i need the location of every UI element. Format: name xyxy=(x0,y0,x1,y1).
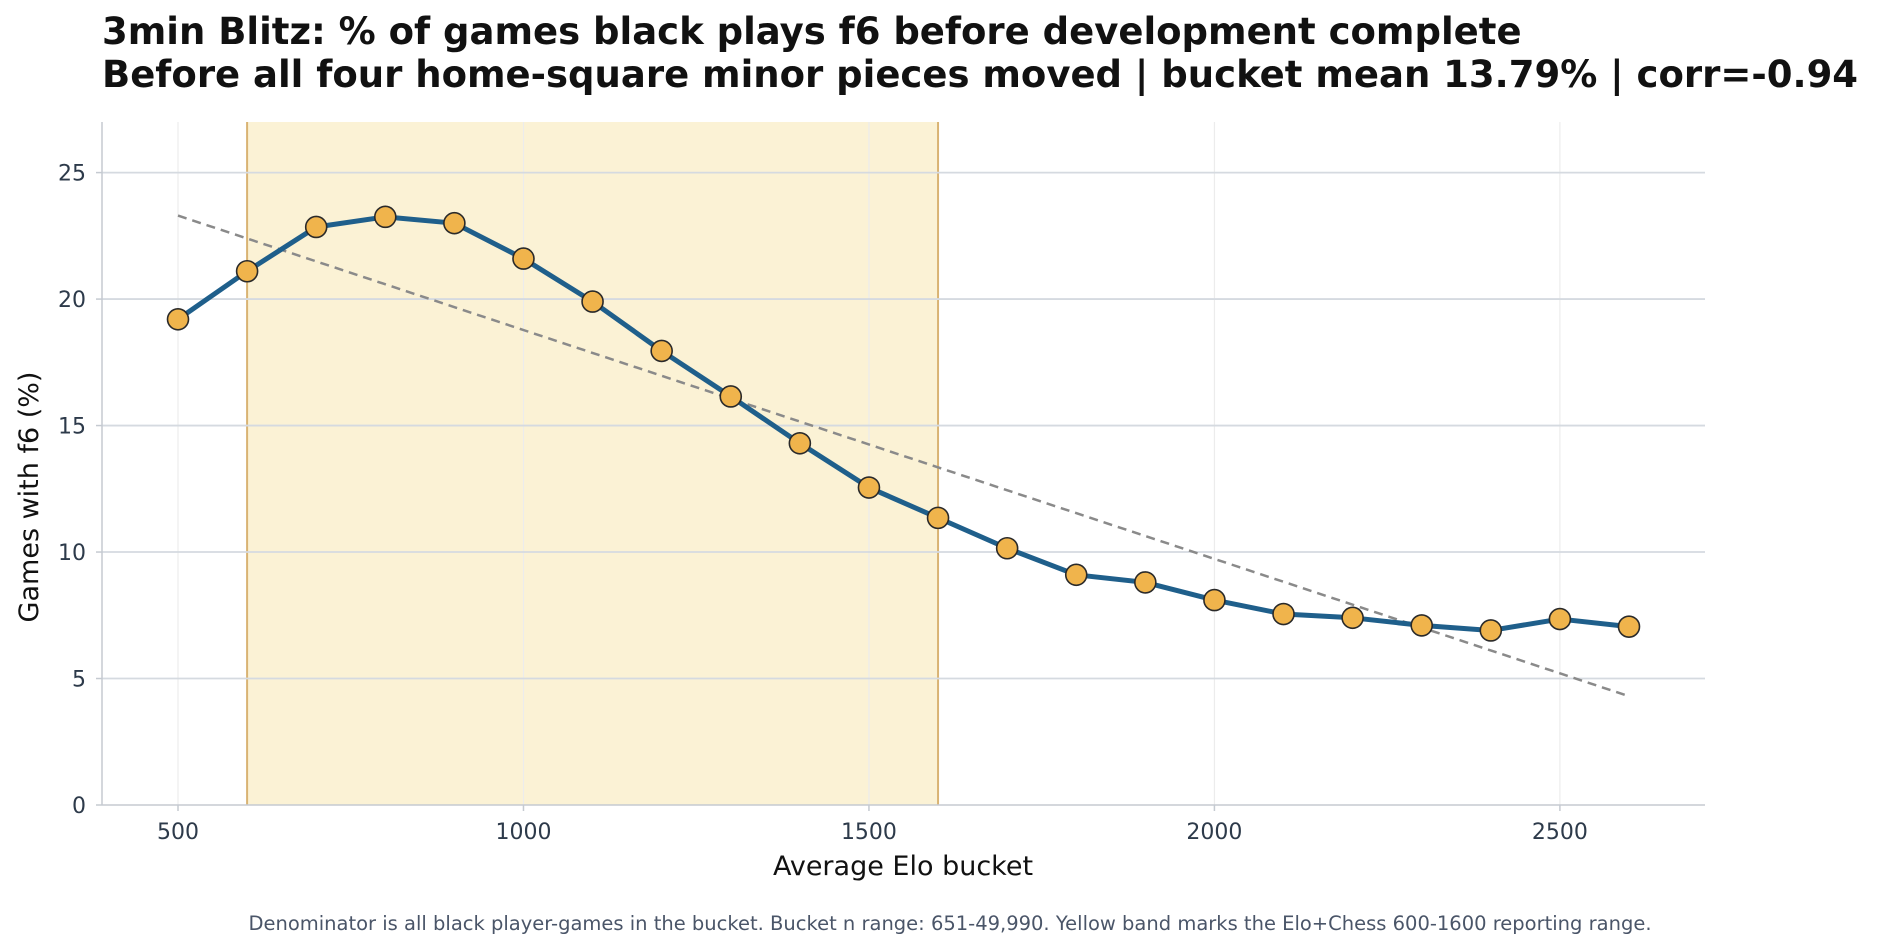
series-layer xyxy=(166,205,1641,642)
data-point xyxy=(1548,607,1572,631)
data-point xyxy=(443,211,466,235)
data-point xyxy=(512,247,535,270)
y-axis-title: Games with f6 (%) xyxy=(14,372,45,623)
x-tick-label: 2000 xyxy=(1186,820,1242,845)
x-tick-label: 500 xyxy=(157,820,199,845)
y-tick-label: 15 xyxy=(58,415,86,440)
data-point xyxy=(373,205,397,229)
tick-labels: 500 1000 1500 2000 2500 0 5 10 15 20 25 xyxy=(58,162,1588,845)
chart-footnote: Denominator is all black player-games in… xyxy=(248,912,1652,935)
data-point xyxy=(1064,563,1088,587)
data-point xyxy=(788,431,812,455)
chart-title-block: 3min Blitz: % of games black plays f6 be… xyxy=(102,10,1858,96)
chart-subtitle: Before all four home-square minor pieces… xyxy=(102,53,1859,96)
data-point xyxy=(926,506,950,530)
axes xyxy=(96,122,1705,811)
data-point xyxy=(1203,588,1226,612)
highlight-band-layer xyxy=(246,122,940,805)
data-point xyxy=(857,476,881,499)
y-tick-label: 25 xyxy=(58,162,86,187)
data-point xyxy=(235,259,259,283)
data-point xyxy=(650,339,673,363)
y-tick-label: 5 xyxy=(72,668,86,693)
x-tick-label: 1000 xyxy=(495,820,551,845)
data-point xyxy=(166,308,190,331)
series-line xyxy=(175,214,1632,633)
data-point xyxy=(1341,606,1364,630)
y-tick-label: 10 xyxy=(58,541,86,566)
x-tick-label: 1500 xyxy=(841,820,897,845)
data-point xyxy=(1479,619,1503,642)
x-tick-label: 2500 xyxy=(1532,820,1588,845)
data-point xyxy=(719,385,743,408)
data-point xyxy=(1134,571,1157,594)
chart-title: 3min Blitz: % of games black plays f6 be… xyxy=(102,10,1522,53)
y-tick-label: 20 xyxy=(58,288,86,313)
y-tick-label: 0 xyxy=(72,794,86,819)
data-point xyxy=(304,215,328,239)
data-point xyxy=(581,290,604,313)
highlight-band xyxy=(247,122,939,805)
data-point xyxy=(1272,602,1295,626)
data-point xyxy=(1617,615,1641,638)
x-axis-title: Average Elo bucket xyxy=(773,851,1033,882)
data-point xyxy=(1410,614,1434,637)
grid-layer xyxy=(102,122,1705,805)
data-point xyxy=(995,536,1019,560)
